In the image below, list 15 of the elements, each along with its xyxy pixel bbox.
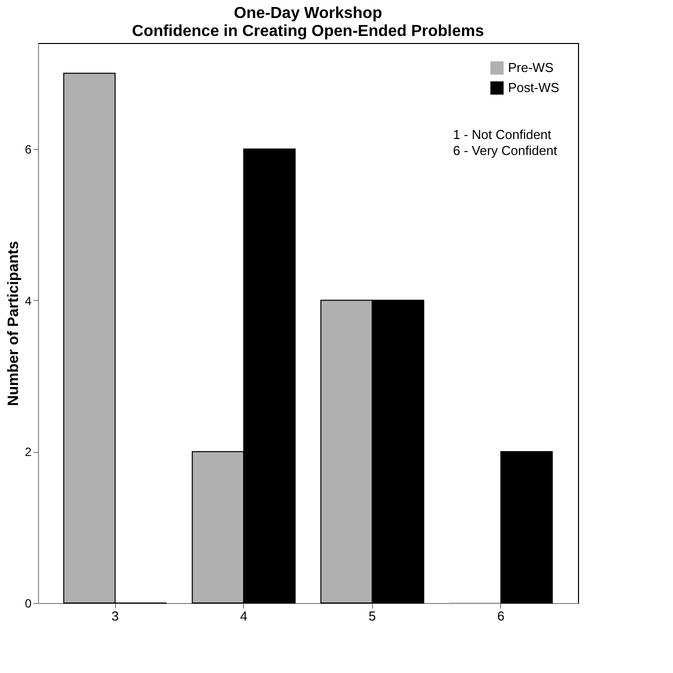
annotation: 1 - Not Confident [453, 127, 552, 142]
y-tick-label: 4 [24, 294, 32, 308]
x-tick-label: 5 [368, 608, 376, 624]
y-tick-label: 0 [24, 596, 32, 610]
x-tick-label: 4 [240, 608, 248, 624]
bar [500, 451, 553, 604]
legend-label: Pre-WS [508, 60, 554, 75]
x-tick-label: 3 [112, 608, 119, 624]
legend-label: Post-WS [508, 80, 560, 95]
x-tick-label: 6 [497, 608, 504, 624]
y-axis-title: Number of Participants [4, 240, 22, 406]
annotation: 6 - Very Confident [453, 143, 558, 158]
chart-title: One-Day Workshop Confidence in Creating Open-Ended Problems [132, 5, 484, 40]
y-tick-label: 2 [24, 445, 32, 460]
y-tick-label: 6 [24, 142, 32, 156]
